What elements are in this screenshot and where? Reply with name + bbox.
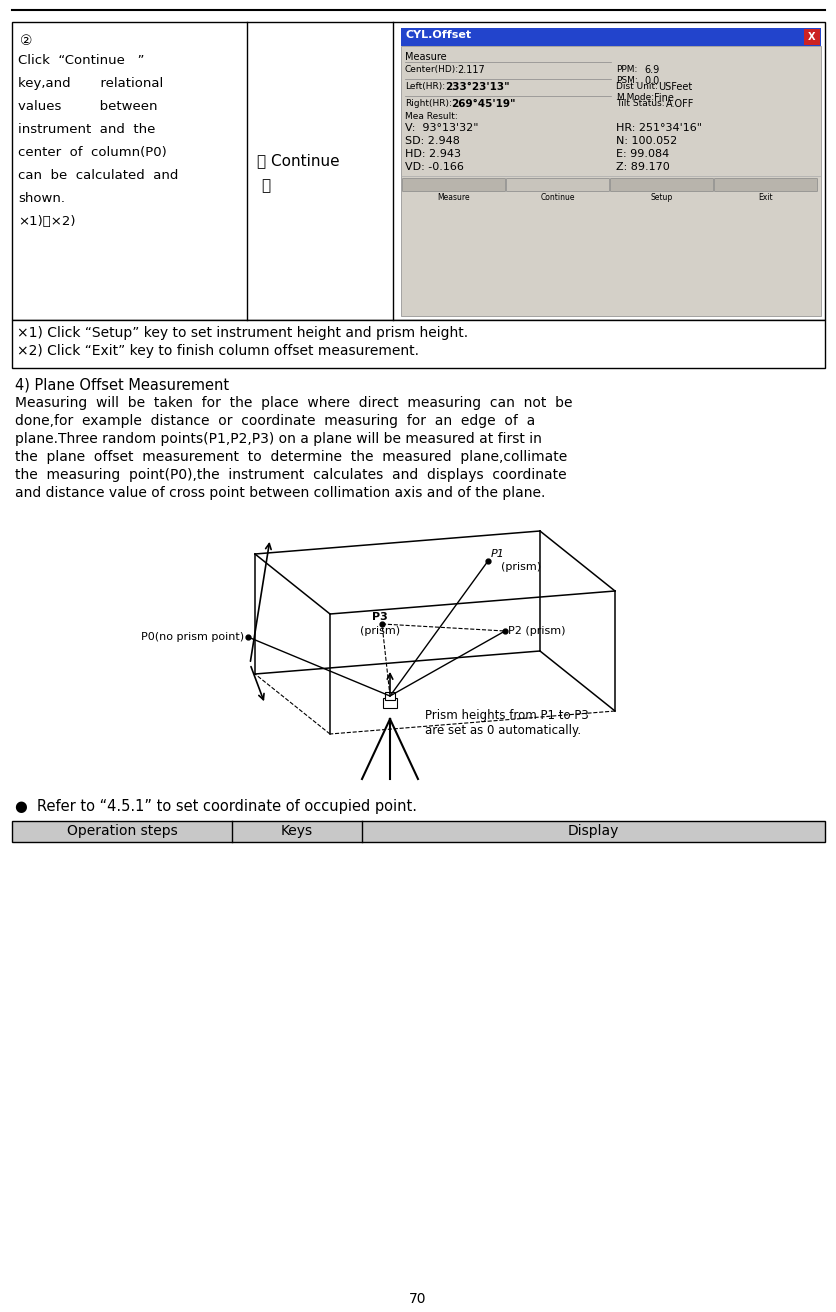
Text: 6.9: 6.9 bbox=[643, 66, 659, 75]
Text: Fine: Fine bbox=[653, 93, 673, 104]
Text: the  measuring  point(P0),the  instrument  calculates  and  displays  coordinate: the measuring point(P0),the instrument c… bbox=[15, 468, 566, 482]
Text: USFeet: USFeet bbox=[657, 81, 691, 92]
Text: and distance value of cross point between collimation axis and of the plane.: and distance value of cross point betwee… bbox=[15, 485, 545, 500]
Text: instrument  and  the: instrument and the bbox=[18, 123, 155, 136]
Text: Left(HR):: Left(HR): bbox=[405, 81, 445, 91]
Text: P2 (prism): P2 (prism) bbox=[507, 626, 565, 636]
Text: key,and       relational: key,and relational bbox=[18, 77, 163, 91]
FancyBboxPatch shape bbox=[506, 178, 609, 192]
Text: 0.0: 0.0 bbox=[643, 76, 659, 87]
Text: shown.: shown. bbox=[18, 192, 65, 205]
Text: V:  93°13'32": V: 93°13'32" bbox=[405, 123, 478, 133]
Text: Measure: Measure bbox=[437, 193, 470, 202]
FancyBboxPatch shape bbox=[714, 178, 817, 192]
Text: values         between: values between bbox=[18, 100, 157, 113]
Text: Measure: Measure bbox=[405, 52, 446, 62]
Text: Click  “Continue   ”: Click “Continue ” bbox=[18, 54, 145, 67]
Text: Dist Unit:: Dist Unit: bbox=[615, 81, 657, 91]
Text: Mea Result:: Mea Result: bbox=[405, 112, 457, 121]
Text: 233°23'13": 233°23'13" bbox=[445, 81, 509, 92]
Text: plane.Three random points(P1,P2,P3) on a plane will be measured at first in: plane.Three random points(P1,P2,P3) on a… bbox=[15, 432, 541, 446]
Bar bbox=[12, 821, 824, 842]
Text: Operation steps: Operation steps bbox=[67, 824, 177, 838]
Text: HR: 251°34'16": HR: 251°34'16" bbox=[615, 123, 701, 133]
Text: center  of  column(P0): center of column(P0) bbox=[18, 146, 166, 159]
Bar bbox=[400, 46, 820, 316]
Bar bbox=[803, 29, 819, 45]
Text: A.OFF: A.OFF bbox=[665, 98, 694, 109]
Text: Exit: Exit bbox=[757, 193, 772, 202]
Text: PPM:: PPM: bbox=[615, 66, 636, 73]
Text: ×1) Click “Setup” key to set instrument height and prism height.: ×1) Click “Setup” key to set instrument … bbox=[17, 325, 467, 340]
Text: can  be  calculated  and: can be calculated and bbox=[18, 169, 178, 182]
Text: 2.117: 2.117 bbox=[456, 66, 484, 75]
Text: 【 Continue: 【 Continue bbox=[257, 154, 339, 168]
Text: Right(HR):: Right(HR): bbox=[405, 98, 451, 108]
FancyBboxPatch shape bbox=[609, 178, 712, 192]
Text: P3: P3 bbox=[372, 611, 387, 622]
Text: VD: -0.166: VD: -0.166 bbox=[405, 161, 463, 172]
Text: Setup: Setup bbox=[650, 193, 672, 202]
Text: the  plane  offset  measurement  to  determine  the  measured  plane,collimate: the plane offset measurement to determin… bbox=[15, 450, 567, 464]
Text: Measuring  will  be  taken  for  the  place  where  direct  measuring  can  not : Measuring will be taken for the place wh… bbox=[15, 396, 572, 409]
Text: SD: 2.948: SD: 2.948 bbox=[405, 136, 459, 146]
Text: 4) Plane Offset Measurement: 4) Plane Offset Measurement bbox=[15, 378, 229, 394]
Text: 】: 】 bbox=[261, 178, 270, 193]
Text: 70: 70 bbox=[409, 1292, 426, 1305]
Text: PSM:: PSM: bbox=[615, 76, 637, 85]
Text: Keys: Keys bbox=[281, 824, 313, 838]
Text: ●  Refer to “4.5.1” to set coordinate of occupied point.: ● Refer to “4.5.1” to set coordinate of … bbox=[15, 799, 416, 813]
Text: ×2) Click “Exit” key to finish column offset measurement.: ×2) Click “Exit” key to finish column of… bbox=[17, 344, 419, 358]
Text: 269°45'19": 269°45'19" bbox=[451, 98, 515, 109]
Text: ②: ② bbox=[20, 34, 33, 49]
Text: N: 100.052: N: 100.052 bbox=[615, 136, 676, 146]
Text: (prism): (prism) bbox=[359, 626, 400, 636]
Text: Prism heights from P1 to P3
are set as 0 automatically.: Prism heights from P1 to P3 are set as 0… bbox=[425, 708, 588, 737]
Text: Display: Display bbox=[567, 824, 618, 838]
Text: Continue: Continue bbox=[540, 193, 574, 202]
Text: done,for  example  distance  or  coordinate  measuring  for  an  edge  of  a: done,for example distance or coordinate … bbox=[15, 415, 534, 428]
Text: P1: P1 bbox=[491, 548, 504, 559]
Text: E: 99.084: E: 99.084 bbox=[615, 150, 669, 159]
Text: (prism): (prism) bbox=[501, 562, 541, 572]
Bar bbox=[383, 698, 396, 708]
Text: X: X bbox=[808, 31, 815, 42]
Text: CYL.Offset: CYL.Offset bbox=[405, 30, 472, 39]
Text: Tilt Status:: Tilt Status: bbox=[615, 98, 664, 108]
Text: P0(no prism point): P0(no prism point) bbox=[140, 632, 244, 642]
FancyBboxPatch shape bbox=[402, 178, 505, 192]
Text: M.Mode:: M.Mode: bbox=[615, 93, 654, 102]
Text: HD: 2.943: HD: 2.943 bbox=[405, 150, 461, 159]
Text: ×1)，×2): ×1)，×2) bbox=[18, 215, 75, 228]
Bar bbox=[385, 691, 395, 701]
Bar bbox=[400, 28, 820, 46]
Text: Center(HD):: Center(HD): bbox=[405, 66, 459, 73]
Text: Z: 89.170: Z: 89.170 bbox=[615, 161, 669, 172]
Bar bbox=[12, 320, 824, 367]
Bar bbox=[12, 22, 824, 320]
